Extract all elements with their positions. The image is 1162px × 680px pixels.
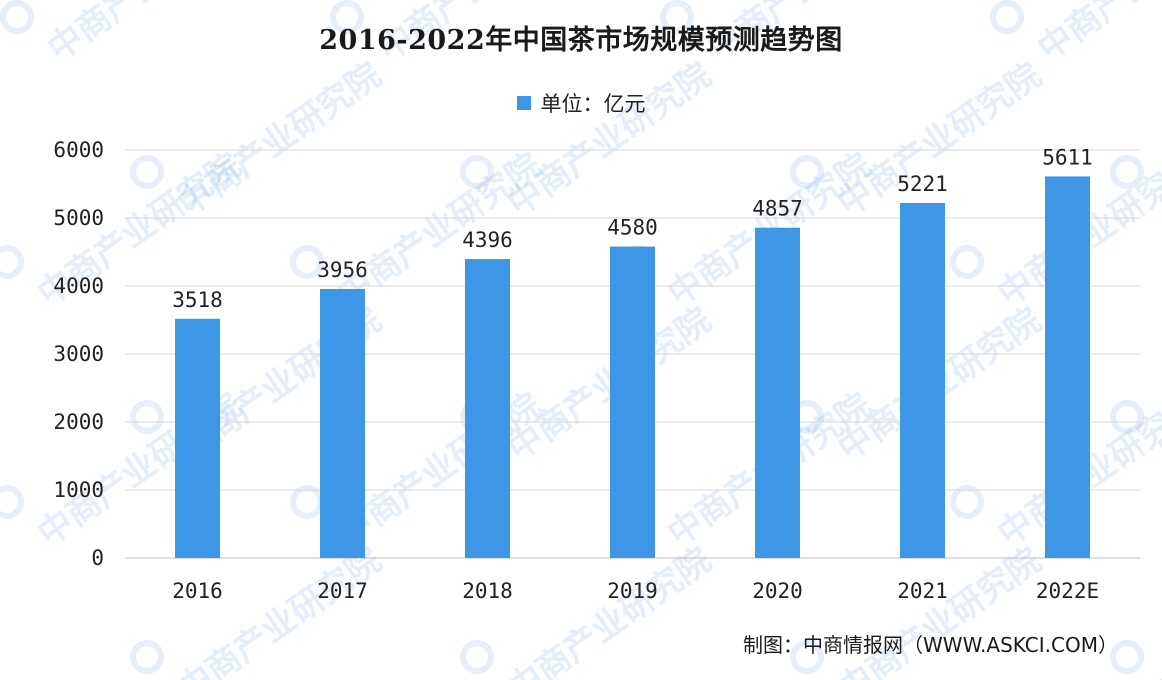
legend-label: 单位：亿元 [540, 92, 646, 116]
bar-2022E [1045, 176, 1090, 558]
data-label-2016: 3518 [172, 288, 223, 312]
data-label-2022E: 5611 [1042, 145, 1093, 169]
x-tick-label-2018: 2018 [462, 579, 513, 603]
legend: 单位：亿元 [0, 88, 1162, 118]
x-tick-label-2021: 2021 [897, 579, 948, 603]
bar-2017 [320, 288, 365, 558]
bar-2021 [900, 202, 945, 559]
x-tick-label-2022E: 2022E [1036, 579, 1099, 603]
data-label-2021: 5221 [897, 172, 948, 196]
x-tick-label-2020: 2020 [752, 579, 803, 603]
y-tick-label: 0 [91, 546, 104, 570]
bar-2018 [465, 259, 510, 558]
y-tick-label: 4000 [53, 274, 104, 298]
x-tick-label-2019: 2019 [607, 579, 658, 603]
data-label-2017: 3956 [317, 258, 368, 282]
bar-2016 [175, 318, 220, 558]
legend-swatch [516, 96, 531, 110]
source-note: 制图：中商情报网（WWW.ASKCI.COM） [743, 633, 1118, 657]
y-tick-label: 5000 [53, 206, 104, 230]
chart-title: 2016-2022年中国茶市场规模预测趋势图 [319, 25, 843, 56]
y-tick-label: 3000 [53, 342, 104, 366]
x-tick-label-2017: 2017 [317, 579, 368, 603]
data-label-2019: 4580 [607, 216, 658, 240]
bar-2019 [610, 246, 655, 558]
y-tick-label: 6000 [53, 138, 104, 162]
data-label-2018: 4396 [462, 228, 513, 252]
y-tick-label: 1000 [53, 478, 104, 502]
y-tick-label: 2000 [53, 410, 104, 434]
x-tick-label-2016: 2016 [172, 579, 223, 603]
data-label-2020: 4857 [752, 197, 803, 221]
bar-2020 [755, 227, 800, 558]
